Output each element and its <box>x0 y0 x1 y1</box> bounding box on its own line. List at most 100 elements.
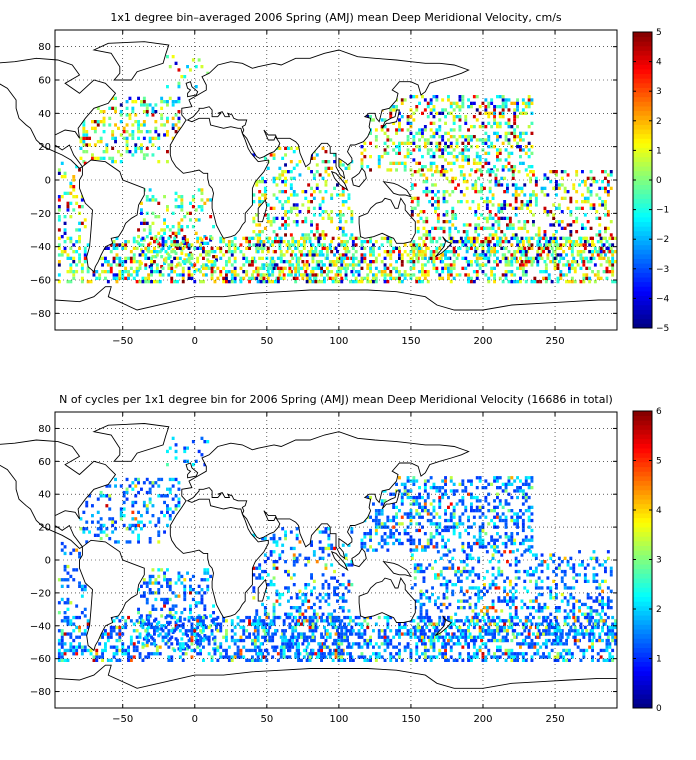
data-cell <box>395 515 398 519</box>
data-cell <box>312 176 316 180</box>
data-cell <box>570 276 574 280</box>
data-cell <box>304 583 308 587</box>
data-cell <box>428 629 432 633</box>
data-cell <box>69 280 73 284</box>
data-cell <box>586 196 590 200</box>
data-cell <box>262 273 266 277</box>
data-cell <box>504 246 508 250</box>
data-cell <box>467 135 470 139</box>
data-cell <box>171 484 175 488</box>
data-cell <box>465 180 469 184</box>
data-cell <box>86 270 90 274</box>
data-cell <box>181 276 185 280</box>
data-cell <box>135 260 139 264</box>
data-cell <box>432 256 436 260</box>
data-cell <box>285 250 289 254</box>
data-cell <box>454 250 458 254</box>
data-cell <box>252 573 256 577</box>
data-cell <box>314 266 318 270</box>
data-cell <box>465 589 469 593</box>
data-cell <box>272 606 276 610</box>
data-cell <box>471 586 475 590</box>
data-cell <box>145 507 149 511</box>
data-cell <box>555 253 558 257</box>
data-cell <box>95 276 99 280</box>
data-cell <box>516 135 519 139</box>
data-cell <box>124 260 128 264</box>
data-cell <box>413 576 417 580</box>
data-cell <box>410 213 414 217</box>
data-cell <box>419 563 423 567</box>
data-cell <box>488 586 492 590</box>
data-cell <box>177 110 181 114</box>
data-cell <box>444 518 447 523</box>
data-cell <box>142 594 146 598</box>
data-cell <box>252 566 256 570</box>
data-cell <box>323 263 326 267</box>
data-cell <box>105 143 109 147</box>
data-cell <box>467 532 470 536</box>
data-cell <box>498 135 502 139</box>
data-cell <box>93 130 97 134</box>
data-cell <box>481 250 485 254</box>
data-cell <box>429 161 433 165</box>
data-cell <box>279 266 283 270</box>
data-cell <box>298 160 302 164</box>
data-cell <box>537 586 541 590</box>
data-cell <box>337 266 341 270</box>
data-cell <box>609 233 613 237</box>
data-cell <box>266 246 270 250</box>
data-cell <box>429 141 433 145</box>
data-cell <box>157 477 161 482</box>
data-cell <box>517 569 521 574</box>
data-cell <box>174 477 178 482</box>
data-cell <box>166 523 169 528</box>
data-cell <box>269 243 273 247</box>
data-cell <box>88 136 91 140</box>
data-cell <box>295 609 299 613</box>
data-cell <box>484 495 488 500</box>
data-cell <box>389 138 393 142</box>
data-cell <box>261 193 264 197</box>
data-cell <box>96 527 100 531</box>
data-cell <box>258 180 262 184</box>
data-cell <box>292 276 296 280</box>
data-cell <box>155 280 159 284</box>
data-cell <box>318 213 322 217</box>
data-cell <box>177 195 181 199</box>
data-cell <box>421 131 424 135</box>
y-tick-label: 0 <box>45 176 51 187</box>
data-cell <box>392 266 396 270</box>
colorbar-tick-label: −2 <box>656 235 669 245</box>
data-cell <box>344 629 348 633</box>
data-cell <box>189 245 192 249</box>
data-cell <box>458 499 462 503</box>
data-cell <box>79 527 83 531</box>
data-cell <box>472 243 476 247</box>
data-cell <box>445 200 449 204</box>
data-cell <box>69 240 73 244</box>
data-cell <box>439 602 443 607</box>
data-cell <box>91 504 94 508</box>
data-cell <box>63 250 67 254</box>
data-cell <box>150 273 153 277</box>
data-cell <box>425 220 429 224</box>
data-cell <box>611 236 615 240</box>
data-cell <box>493 243 496 247</box>
data-cell <box>145 597 149 602</box>
data-cell <box>298 210 302 214</box>
data-cell <box>491 223 495 227</box>
data-cell <box>383 151 387 155</box>
data-cell <box>281 550 285 554</box>
data-cell <box>150 270 153 274</box>
data-cell <box>447 161 450 165</box>
data-cell <box>145 584 149 588</box>
data-cell <box>471 566 475 570</box>
data-cell <box>422 569 426 574</box>
data-cell <box>447 276 450 280</box>
data-cell <box>311 253 315 257</box>
data-cell <box>422 190 426 194</box>
data-cell <box>274 263 277 267</box>
data-cell <box>360 158 364 162</box>
